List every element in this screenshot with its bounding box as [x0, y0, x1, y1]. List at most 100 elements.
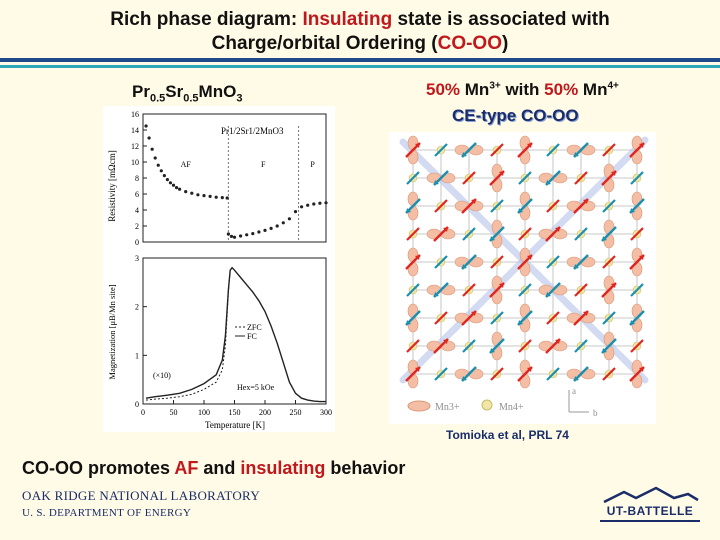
resistivity-ytick-label: 8: [135, 174, 139, 183]
resistivity-point: [275, 224, 279, 228]
resistivity-ytick-label: 14: [131, 126, 139, 135]
lab-name: OAK RIDGE NATIONAL LABORATORY: [22, 488, 261, 503]
magnetization-ytick-label: 3: [135, 254, 139, 263]
slide-title: Rich phase diagram: Insulating state is …: [0, 8, 720, 56]
mn3-orbital-icon: [407, 400, 431, 412]
field-annotation: Hex=5 kOe: [237, 383, 275, 392]
resistivity-ytick-label: 2: [135, 222, 139, 231]
spin-arrow: [406, 339, 420, 353]
mn4-ion-icon: [481, 399, 493, 411]
title-line-2: Charge/orbital Ordering (CO-OO): [211, 33, 509, 54]
spin-arrow: [574, 283, 588, 297]
resistivity-point: [153, 156, 157, 160]
resistivity-ytick-label: 0: [135, 238, 139, 247]
magnetization-xtick-label: 200: [259, 408, 271, 417]
resistivity-point: [312, 202, 316, 206]
resistivity-point: [293, 210, 298, 214]
compound-inset-label: Pr1/2Sr1/2MnO3: [221, 126, 284, 136]
resistivity-point: [144, 124, 148, 128]
resistivity-magnetization-figure: Resistivity [mΩcm] 16 14 12 10 8 6 4 2 0 Pr1/2Sr…: [103, 106, 335, 432]
resistivity-point: [168, 181, 173, 185]
magnetization-legend: ZFC FC: [235, 323, 262, 341]
resistivity-ytick-label: 4: [135, 206, 139, 215]
resistivity-point: [156, 163, 160, 167]
lattice-legend: Mn3+ Mn4+ a b: [407, 386, 598, 418]
legend-zfc: ZFC: [247, 323, 262, 332]
resistivity-point: [239, 234, 243, 238]
resistivity-point: [147, 136, 151, 140]
spin-arrow: [462, 171, 476, 185]
resistivity-point: [225, 196, 229, 200]
spin-arrow: [518, 283, 532, 297]
spin-arrow: [490, 143, 504, 157]
resistivity-point: [232, 235, 237, 239]
resistivity-ytick-label: 12: [131, 142, 139, 151]
resistivity-point: [196, 193, 200, 197]
resistivity-point: [174, 186, 179, 190]
resistivity-point: [318, 201, 322, 205]
spin-arrow: [546, 199, 560, 213]
compound-formula: Pr0.5Sr0.5MnO3: [132, 82, 243, 105]
resistivity-point: [171, 183, 176, 187]
resistivity-point: [208, 194, 212, 198]
magnetization-xticks: 0 50 100 150 200 250 300: [141, 400, 332, 417]
magnetization-ylabel: Magnetization [μB/Mn site]: [107, 284, 117, 379]
magnetization-yticks: 3 2 1 0: [135, 254, 147, 409]
phase-label: AF: [181, 160, 192, 169]
spin-arrow: [630, 171, 644, 185]
spin-arrow: [602, 255, 616, 269]
resistivity-yticks: 16 14 12 10 8 6 4 2 0: [131, 110, 147, 247]
resistivity-ytick-label: 6: [135, 190, 139, 199]
resistivity-point: [251, 232, 255, 236]
magnetization-xtick-label: 300: [320, 408, 332, 417]
resistivity-point: [300, 205, 304, 209]
spin-arrow: [518, 171, 532, 185]
spin-arrow: [546, 255, 560, 269]
resistivity-point: [178, 187, 182, 191]
spin-arrow: [462, 227, 476, 241]
resistivity-point: [184, 190, 188, 194]
phase-label: P: [310, 160, 315, 169]
zfc-series-line: [145, 270, 231, 401]
ut-battelle-logo: UT-BATTELLE: [596, 486, 704, 526]
fc-series-line: [145, 266, 326, 403]
spin-arrow: [434, 311, 448, 325]
spin-arrow: [546, 311, 560, 325]
resistivity-point: [150, 147, 154, 151]
spin-arrow: [490, 255, 504, 269]
axis-b-label: b: [593, 408, 598, 418]
spin-arrow: [630, 339, 644, 353]
ce-type-label: CE-type CO-OO: [452, 106, 579, 125]
spin-arrow: [434, 199, 448, 213]
spin-arrow: [630, 227, 644, 241]
valence-mix-heading: 50% Mn3+ with 50% Mn4+: [426, 80, 619, 99]
temperature-xlabel: Temperature [K]: [205, 420, 265, 430]
spin-arrow: [546, 143, 560, 157]
mountain-icon: [603, 486, 699, 504]
ce-type-lattice-figure: Mn3+ Mn4+ a b: [389, 132, 656, 424]
reference-citation: Tomioka et al, PRL 74: [446, 428, 569, 442]
spin-arrow: [406, 283, 420, 297]
magnetization-ytick-label: 2: [135, 303, 139, 312]
spin-arrow: [602, 367, 616, 381]
resistivity-point: [226, 232, 230, 236]
resistivity-ytick-label: 10: [131, 158, 139, 167]
resistivity-point: [162, 174, 166, 178]
magnetization-xtick-label: 0: [141, 408, 145, 417]
magnetization-xtick-label: 250: [290, 408, 302, 417]
resistivity-ytick-label: 16: [131, 110, 139, 119]
legend-mn4: Mn4+: [499, 402, 524, 413]
spin-arrow: [490, 367, 504, 381]
scale-annotation: (×10): [153, 371, 171, 380]
phase-label: F: [261, 160, 266, 169]
legend-fc: FC: [247, 332, 257, 341]
resistivity-ylabel: Resistivity [mΩcm]: [107, 150, 117, 221]
spin-arrow: [630, 283, 644, 297]
lattice-grid: [399, 135, 649, 389]
resistivity-point: [190, 191, 194, 195]
phase-labels: AF F P: [181, 126, 315, 242]
resistivity-point: [159, 169, 163, 173]
title-line-1: Rich phase diagram: Insulating state is …: [110, 9, 610, 30]
resistivity-point: [306, 203, 310, 207]
resistivity-point: [281, 221, 285, 225]
